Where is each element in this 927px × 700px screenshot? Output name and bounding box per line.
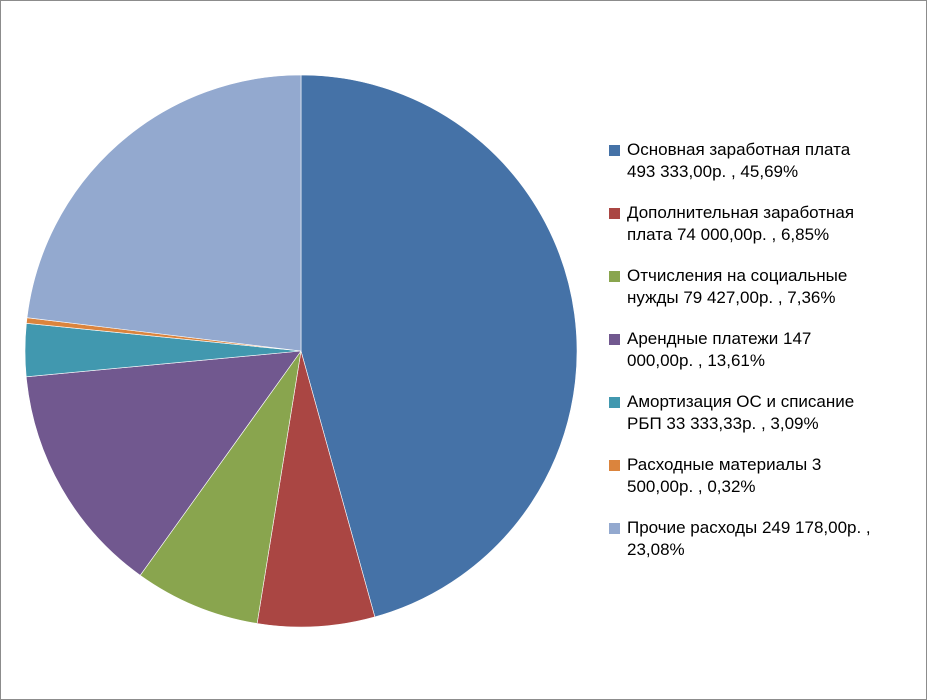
legend-swatch bbox=[609, 271, 620, 282]
pie-slices bbox=[24, 74, 578, 628]
legend-label: Арендные платежи 147 000,00р. , 13,61% bbox=[627, 329, 812, 370]
pie-slice-7 bbox=[26, 74, 302, 352]
legend-label: Амортизация ОС и списание РБП 33 333,33р… bbox=[627, 392, 855, 433]
legend-label: Отчисления на социальные нужды 79 427,00… bbox=[627, 266, 848, 307]
legend-label: Дополнительная заработная плата 74 000,0… bbox=[627, 203, 855, 244]
legend-item: Амортизация ОС и списание РБП 33 333,33р… bbox=[609, 391, 919, 435]
legend-item: Дополнительная заработная плата 74 000,0… bbox=[609, 202, 919, 246]
legend-swatch bbox=[609, 460, 620, 471]
legend-swatch bbox=[609, 523, 620, 534]
legend-swatch bbox=[609, 334, 620, 345]
legend-swatch bbox=[609, 397, 620, 408]
legend-label: Основная заработная плата 493 333,00р. ,… bbox=[627, 140, 851, 181]
legend-item: Основная заработная плата 493 333,00р. ,… bbox=[609, 139, 919, 183]
legend-swatch bbox=[609, 208, 620, 219]
legend-item: Расходные материалы 3 500,00р. , 0,32% bbox=[609, 454, 919, 498]
legend-item: Арендные платежи 147 000,00р. , 13,61% bbox=[609, 328, 919, 372]
legend: Основная заработная плата 493 333,00р. ,… bbox=[609, 139, 919, 580]
legend-item: Отчисления на социальные нужды 79 427,00… bbox=[609, 265, 919, 309]
pie-slice-4 bbox=[25, 350, 302, 576]
legend-label: Расходные материалы 3 500,00р. , 0,32% bbox=[627, 455, 822, 496]
pie-slice-1 bbox=[300, 74, 578, 618]
pie-slice-3 bbox=[139, 350, 302, 624]
pie-slice-2 bbox=[256, 350, 376, 628]
legend-swatch bbox=[609, 145, 620, 156]
legend-item: Прочие расходы 249 178,00р. , 23,08% bbox=[609, 517, 919, 561]
legend-label: Прочие расходы 249 178,00р. , 23,08% bbox=[627, 518, 871, 559]
